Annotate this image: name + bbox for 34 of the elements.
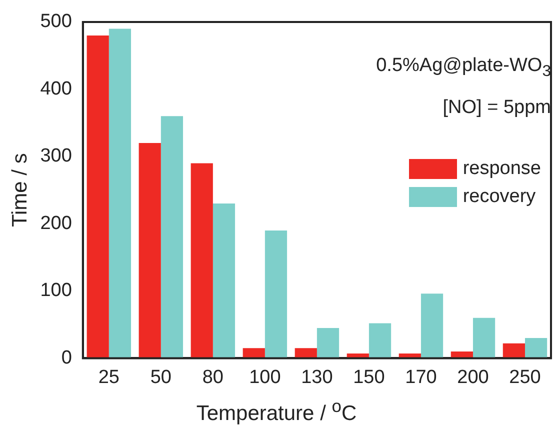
bar (368, 323, 392, 358)
y-axis-title: Time / s (8, 153, 32, 228)
y-tick-label: 200 (40, 212, 72, 234)
y-tick-label: 500 (40, 11, 72, 32)
x-axis-title: Temperature / $^{o}$C (195, 396, 358, 426)
legend-label: recovery (462, 185, 537, 209)
bar (138, 143, 161, 358)
x-tick-label: 50 (150, 366, 172, 388)
bar (420, 294, 444, 358)
y-tick-label: 0 (61, 347, 72, 368)
bar (502, 343, 525, 358)
bar (86, 35, 109, 358)
bar (524, 338, 548, 358)
legend-label: response (462, 157, 541, 181)
x-tick-label: 200 (457, 366, 489, 388)
x-tick-label: 170 (405, 366, 437, 388)
x-tick-label: 25 (98, 366, 120, 388)
x-tick-label: 150 (353, 366, 385, 388)
x-tick-label: 80 (202, 366, 224, 388)
annotation: [NO] = 5ppm (442, 96, 551, 120)
bar (316, 328, 340, 358)
bar (190, 163, 213, 358)
x-tick-label: 250 (509, 366, 541, 388)
y-tick-label: 100 (40, 280, 72, 302)
bar (108, 28, 132, 358)
bar (160, 116, 184, 358)
bar (472, 318, 496, 358)
x-tick-label: 130 (301, 366, 333, 388)
y-tick-label: 400 (40, 78, 72, 100)
bar (264, 230, 288, 358)
x-tick-label: 100 (249, 366, 281, 388)
bar (212, 204, 236, 358)
annotation: 0.5%Ag@plate-WO$_{3}$ (376, 54, 551, 82)
y-tick-label: 300 (40, 146, 72, 167)
